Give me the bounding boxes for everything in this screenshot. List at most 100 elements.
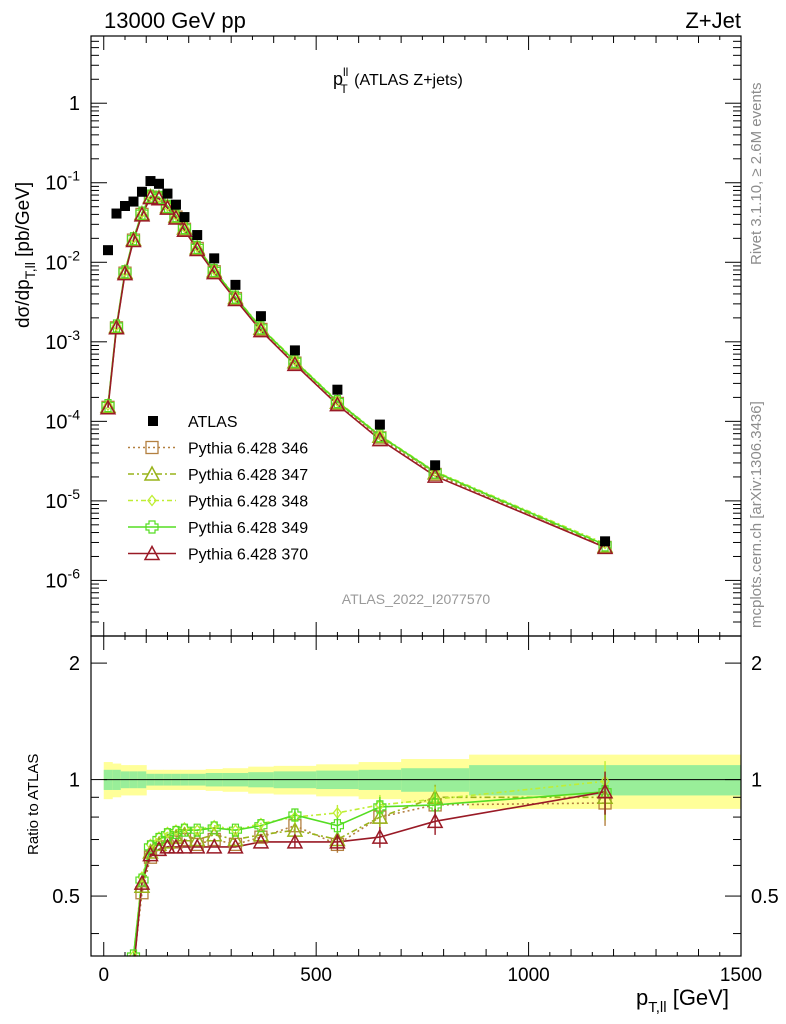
ratio-line-p348 — [132, 780, 606, 957]
data-point — [145, 176, 156, 187]
y-axis-label: dσ/dpT,ll [pb/GeV] — [13, 182, 38, 328]
legend-marker — [143, 544, 161, 561]
y-axis-label-sub: T,ll — [22, 262, 38, 279]
data-point — [192, 230, 203, 241]
mc-point-p348 — [209, 263, 220, 277]
mc-point-p370 — [252, 322, 270, 338]
data-point — [111, 208, 122, 219]
ratio-line-p347 — [132, 796, 606, 961]
legend-label: ATLAS — [188, 414, 238, 431]
ratio-y-tick-label: 2 — [69, 653, 80, 675]
data-point — [136, 186, 147, 197]
ratio-point-p349 — [207, 821, 221, 835]
mc-point-p370 — [596, 538, 614, 555]
mc-point-p349 — [373, 429, 387, 443]
x-tick-label: 1000 — [507, 965, 549, 986]
y-tick-label: 10-4 — [45, 406, 80, 433]
mc-point-p370 — [142, 189, 159, 205]
mc-point-p370 — [426, 467, 444, 483]
ratio-point-p370 — [167, 838, 185, 854]
x-tick-label: 0 — [98, 965, 109, 986]
x-tick-label: 1500 — [720, 965, 762, 986]
mc-point-p349 — [288, 354, 302, 368]
data-point — [289, 345, 300, 356]
y-tick-exponent: -2 — [68, 247, 81, 263]
ratio-point-p370 — [596, 783, 614, 799]
y-tick-exponent: -5 — [68, 486, 81, 502]
y-tick-base: 10 — [45, 491, 67, 513]
ratio-point-p347 — [188, 830, 206, 847]
data-point — [209, 253, 220, 264]
ratio-point-p370 — [188, 838, 206, 854]
mc-point-p349 — [101, 398, 115, 413]
legend-entry: Pythia 6.428 347 — [128, 465, 308, 484]
legend-marker — [147, 494, 157, 507]
ratio-y-tick-label-right: 2 — [751, 653, 762, 675]
ratio-y-tick-label: 0.5 — [52, 886, 80, 908]
ratio-point-p370 — [176, 838, 193, 854]
legend-label: Pythia 6.428 370 — [188, 547, 308, 564]
mc-point-p348 — [230, 290, 241, 303]
mc-point-p349 — [126, 232, 141, 246]
mc-point-p348 — [137, 206, 147, 219]
legend-label: Pythia 6.428 348 — [188, 494, 308, 511]
legend-label: Pythia 6.428 349 — [188, 520, 308, 537]
mc-point-p349 — [207, 263, 221, 278]
ratio-point-p349 — [288, 808, 302, 822]
data-point — [600, 536, 611, 547]
ratio-point-p370 — [159, 838, 176, 854]
y-axis-label-main: dσ/dp — [13, 279, 34, 328]
ratio-point-p370 — [286, 833, 304, 849]
x-axis-label: pT,ll [GeV] — [636, 985, 729, 1016]
ratio-point-p349 — [190, 823, 204, 837]
data-point — [255, 311, 266, 322]
plot-title-sub: T — [340, 82, 348, 96]
legend-marker — [145, 520, 159, 534]
y-tick-label: 10-2 — [45, 247, 80, 274]
mc-point-p349 — [254, 321, 268, 335]
mc-point-p349 — [190, 240, 204, 254]
y-tick-exponent: -1 — [68, 168, 81, 184]
mc-point-p370 — [329, 396, 346, 412]
mc-point-p370 — [116, 265, 134, 281]
ratio-point-p370 — [329, 833, 346, 849]
legend-marker — [145, 440, 159, 455]
y-tick-base: 10 — [45, 411, 67, 433]
y-tick-exponent: -6 — [68, 565, 81, 581]
ratio-point-p370 — [205, 838, 223, 854]
mc-point-p370 — [176, 221, 193, 237]
ratio-point-p370 — [426, 812, 444, 829]
mc-line-p347 — [107, 195, 606, 547]
x-tick-label: 500 — [300, 965, 332, 986]
mc-point-p370 — [371, 430, 389, 447]
y-tick-base: 10 — [45, 252, 67, 274]
data-point — [170, 199, 181, 210]
legend: ATLAS Pythia 6.428 346 Pythia 6.428 347 Pyt… — [128, 414, 308, 564]
legend-entry: ATLAS — [148, 414, 238, 431]
ratio-point-p370 — [252, 833, 270, 849]
mc-point-p349 — [169, 209, 183, 223]
mc-point-p370 — [286, 355, 304, 372]
side-text-bottom: mcplots.cern.ch [arXiv:1306.3436] — [748, 401, 765, 628]
ratio-line-p346 — [132, 802, 606, 966]
mc-point-p348 — [103, 399, 113, 412]
mc-point-p348 — [332, 395, 343, 408]
analysis-id: ATLAS_2022_I2077570 — [342, 591, 491, 607]
mc-point-p348 — [111, 319, 122, 332]
ratio-y-tick-label-right: 0.5 — [751, 886, 779, 908]
ratio-point-p370 — [142, 845, 159, 862]
ratio-point-p348 — [230, 824, 241, 837]
ratio-panel-frame — [90, 635, 742, 957]
ratio-line-p370 — [132, 791, 606, 972]
ratio-point-p370 — [133, 874, 151, 890]
ratio-point-p348 — [290, 811, 300, 824]
mc-point-p348 — [256, 321, 266, 334]
y-tick-base: 10 — [45, 332, 67, 354]
mc-line-p346 — [107, 196, 606, 549]
ratio-point-p370 — [371, 828, 389, 844]
legend-entry: Pythia 6.428 348 — [128, 494, 308, 511]
plot-title: pll T (ATLAS Z+jets) — [333, 65, 463, 96]
legend-marker — [143, 465, 161, 481]
data-point — [430, 460, 441, 471]
mc-line-p370 — [107, 196, 606, 549]
